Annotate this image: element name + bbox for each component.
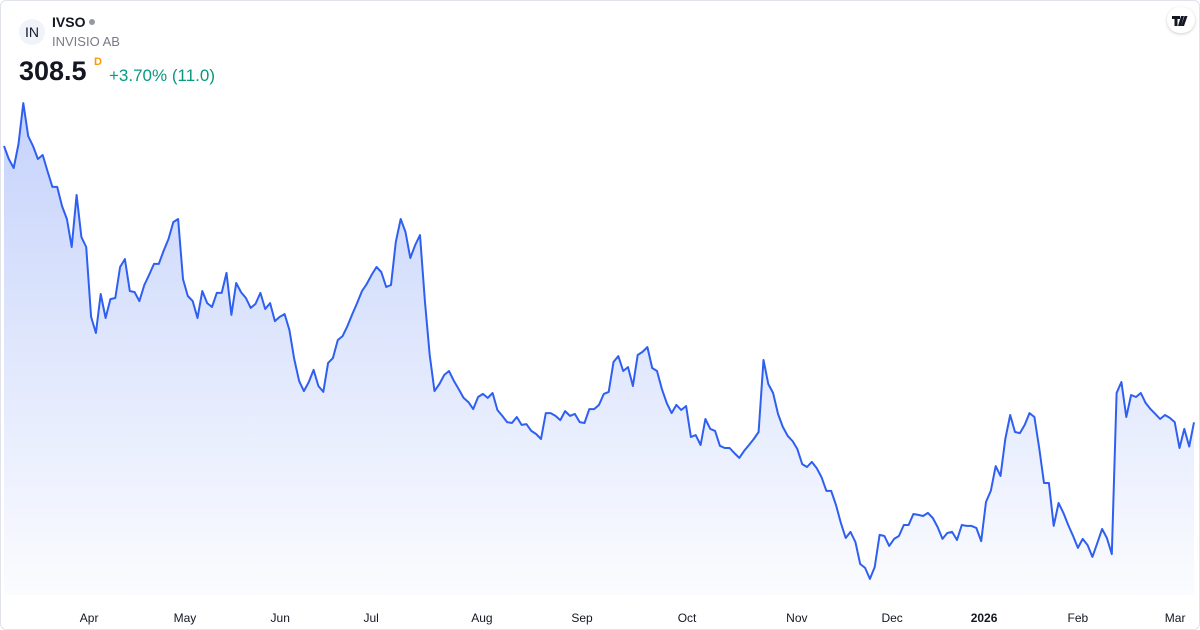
x-tick-label: Dec [881,611,902,625]
ticker-text[interactable]: IVSO [52,14,86,30]
interval: D [94,56,102,68]
tv-glyph [1172,16,1188,26]
x-tick-label: Sep [571,611,593,625]
last-price: 308.5 [19,56,87,86]
x-tick-label: Apr [80,611,99,625]
x-tick-label: 2026 [971,611,998,625]
status-dot [89,19,96,25]
price-line [3,102,1195,580]
symbol-logo: IN [19,19,45,45]
tradingview-logo[interactable] [1167,7,1195,33]
company-name: INVISIO AB [52,34,120,49]
x-tick-label: Mar [1165,611,1186,625]
symbol-ticker[interactable]: IVSO [52,14,96,30]
x-tick-label: May [174,611,197,625]
area-fill [4,103,1194,595]
x-tick-label: Jun [271,611,290,625]
x-tick-label: Aug [471,611,492,625]
tv-logo-icon [1172,16,1188,26]
price-change: +3.70% (11.0) [109,66,216,85]
x-tick-label: Nov [786,611,807,625]
x-tick-label: Jul [363,611,378,625]
x-tick-label: Feb [1068,611,1089,625]
x-tick-label: Oct [678,611,697,625]
